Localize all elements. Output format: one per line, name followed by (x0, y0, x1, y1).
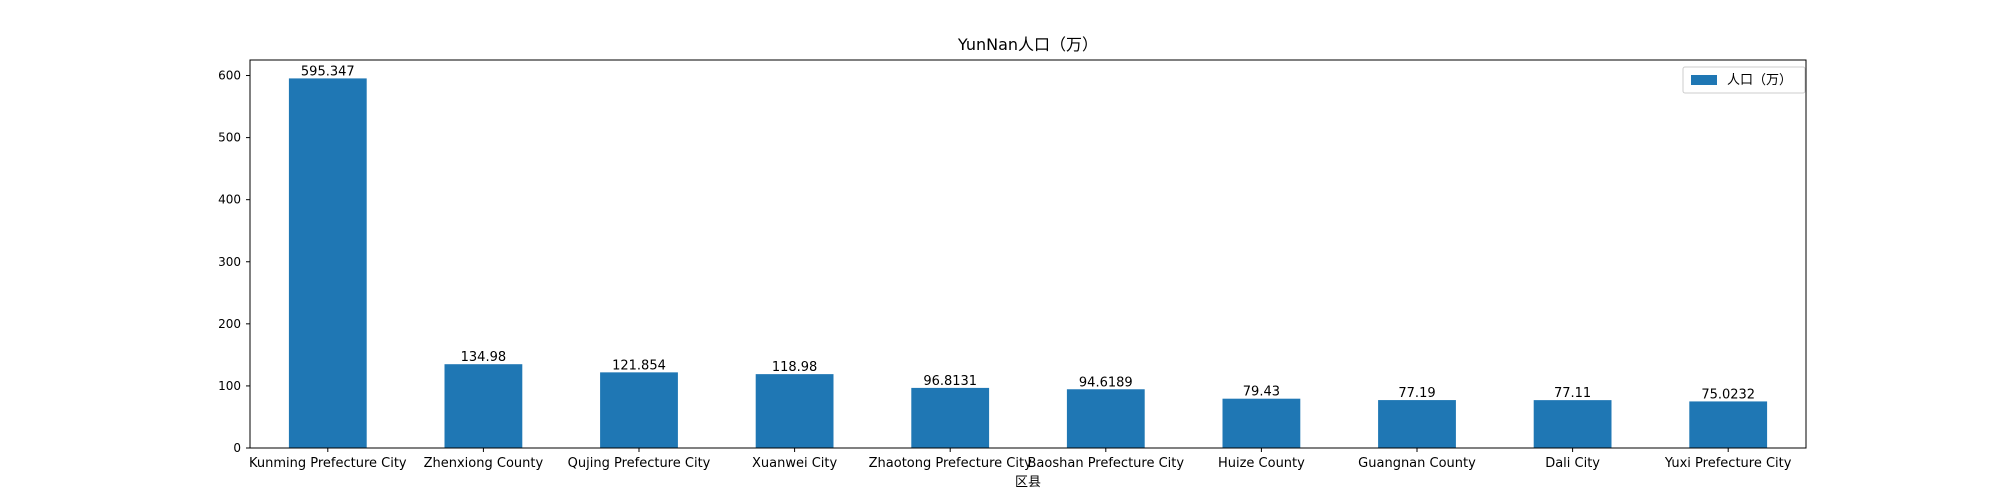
y-tick-label: 0 (233, 441, 241, 455)
bar-10 (1689, 401, 1768, 448)
y-tick-label: 400 (218, 193, 241, 207)
x-tick-label: Xuanwei City (752, 456, 838, 471)
chart-title: YunNan人口（万） (957, 35, 1098, 54)
x-tick-label: Baoshan Prefecture City (1028, 456, 1185, 471)
bar-value-label: 121.854 (612, 358, 666, 373)
bar-value-label: 96.8131 (923, 374, 977, 389)
y-tick-label: 300 (218, 255, 241, 269)
bar-3 (600, 372, 678, 448)
bar-2 (444, 364, 523, 448)
legend-swatch (1691, 75, 1717, 85)
bar-6 (1066, 389, 1145, 448)
y-tick-label: 500 (218, 131, 241, 145)
plot-frame (249, 59, 1807, 449)
x-axis-title: 区县 (1015, 475, 1041, 490)
legend-frame (1682, 66, 1806, 94)
bar-value-label: 77.11 (1554, 386, 1591, 401)
axes-layer (246, 59, 1807, 452)
bars-layer (288, 78, 1768, 449)
bar-value-label: 77.19 (1398, 386, 1435, 401)
bar-value-label: 94.6189 (1079, 375, 1133, 390)
bar-1 (288, 78, 367, 449)
x-tick-label: Zhaotong Prefecture City (869, 456, 1032, 471)
x-tick-label: Qujing Prefecture City (568, 456, 711, 471)
bar-value-label: 595.347 (301, 64, 355, 79)
y-tick-label: 600 (218, 69, 241, 83)
y-tick-label: 200 (218, 317, 241, 331)
x-tick-label: Zhenxiong County (424, 456, 544, 471)
bar-7 (1222, 398, 1301, 448)
bar-5 (911, 387, 990, 448)
bar-8 (1378, 400, 1456, 448)
x-tick-label: Dali City (1545, 456, 1600, 471)
bar-value-label: 118.98 (772, 360, 818, 375)
bar-9 (1533, 400, 1612, 448)
bar-value-label: 134.98 (461, 350, 507, 365)
legend: 人口（万） (1682, 66, 1806, 94)
x-tick-label: Yuxi Prefecture City (1664, 456, 1792, 471)
labels-layer: 595.347 Kunming Prefecture City 134.98 Zhen… (218, 64, 1792, 471)
legend-label: 人口（万） (1727, 73, 1792, 88)
bar-value-label: 75.0232 (1701, 387, 1755, 402)
x-tick-label: Huize County (1218, 456, 1305, 471)
bar-value-label: 79.43 (1243, 385, 1280, 400)
x-tick-label: Guangnan County (1358, 456, 1476, 471)
y-tick-label: 100 (218, 379, 241, 393)
bar-4 (755, 374, 834, 448)
x-tick-label: Kunming Prefecture City (249, 456, 407, 471)
